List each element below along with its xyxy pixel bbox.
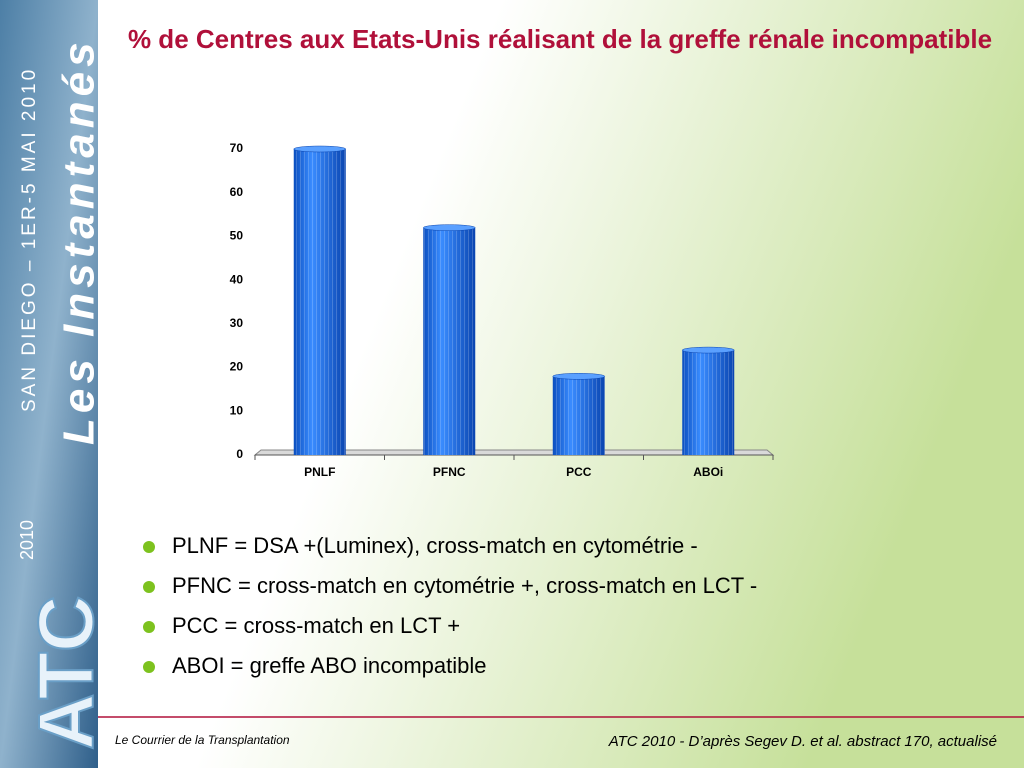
bullet-dot bbox=[143, 661, 155, 673]
title-box: % de Centres aux Etats-Unis réalisant de… bbox=[127, 24, 993, 54]
sidebar bbox=[0, 0, 98, 768]
y-tick-label: 50 bbox=[230, 229, 244, 243]
footer-right: ATC 2010 - D’après Segev D. et al. abstr… bbox=[608, 733, 997, 750]
brand: Les Instantanés bbox=[55, 37, 104, 445]
y-tick-label: 60 bbox=[230, 185, 244, 199]
y-tick-label: 40 bbox=[230, 272, 244, 286]
y-tick-label: 0 bbox=[236, 447, 243, 461]
bar-texture bbox=[682, 350, 735, 455]
x-tick-label: ABOi bbox=[693, 465, 723, 479]
bar-texture bbox=[293, 149, 346, 455]
bar-cap bbox=[682, 346, 735, 354]
bullet-list: PLNF = DSA +(Luminex), cross-match en cy… bbox=[143, 533, 757, 678]
x-tick-label: PCC bbox=[566, 465, 592, 479]
x-tick-label: PNLF bbox=[304, 465, 335, 479]
y-tick-label: 20 bbox=[230, 360, 244, 374]
chart-title: % de Centres aux Etats-Unis réalisant de… bbox=[127, 24, 993, 54]
bar-cap bbox=[552, 373, 605, 380]
bullet-text: PFNC = cross-match en cytométrie +, cros… bbox=[172, 573, 757, 598]
bullet-dot bbox=[143, 581, 155, 593]
logo-year: 2010 bbox=[17, 520, 37, 560]
bar-cap bbox=[423, 224, 476, 231]
logo: ATC bbox=[22, 595, 110, 750]
bullet-text: PLNF = DSA +(Luminex), cross-match en cy… bbox=[172, 533, 698, 558]
bullet-text: ABOI = greffe ABO incompatible bbox=[172, 653, 487, 678]
y-tick-label: 10 bbox=[230, 403, 244, 417]
footer-left: Le Courrier de la Transplantation bbox=[115, 733, 290, 747]
y-tick-label: 70 bbox=[230, 141, 244, 155]
bar-texture bbox=[423, 227, 476, 455]
bar-cap bbox=[293, 145, 346, 153]
x-tick-label: PFNC bbox=[433, 465, 466, 479]
bullet-dot bbox=[143, 621, 155, 633]
bullet-text: PCC = cross-match en LCT + bbox=[172, 613, 460, 638]
y-tick-label: 30 bbox=[230, 316, 244, 330]
bullet-dot bbox=[143, 541, 155, 553]
bar-texture bbox=[552, 376, 605, 455]
chart: 0 10 20 30 40 50 60 70 PNLF PFNC PCC ABOi bbox=[230, 141, 775, 479]
event: SAN DIEGO – 1ER-5 MAI 2010 bbox=[19, 67, 40, 412]
